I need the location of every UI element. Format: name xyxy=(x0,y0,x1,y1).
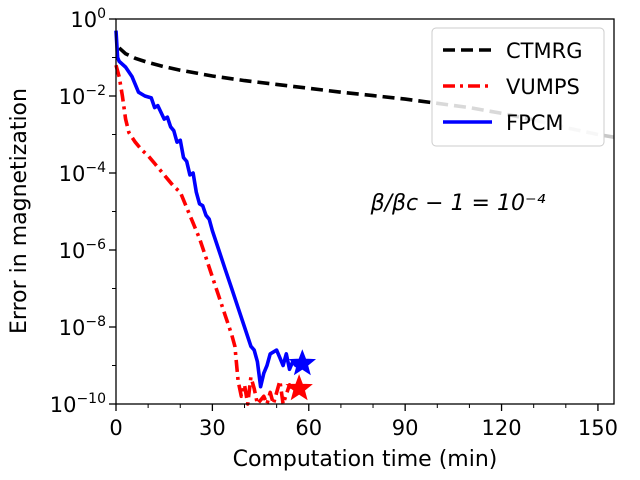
marker-layer xyxy=(285,349,317,401)
y-tick-label: 10−8 xyxy=(59,314,106,340)
x-tick-label: 0 xyxy=(109,416,122,440)
series-line-ctmrg-faded xyxy=(533,118,615,139)
y-axis-label: Error in magnetization xyxy=(7,88,32,334)
x-tick-label: 150 xyxy=(578,416,618,440)
y-tick-label: 10−4 xyxy=(59,160,106,186)
series-line-fpcm xyxy=(114,30,301,389)
x-tick-label: 120 xyxy=(482,416,522,440)
y-axis-ticks: 100 10−2 10−4 10−6 10−8 10−10 xyxy=(50,6,116,417)
x-axis-ticks: 0 30 60 90 120 150 xyxy=(109,404,618,440)
legend-entries: CTMRG VUMPS FPCM xyxy=(443,39,582,135)
legend-label-ctmrg: CTMRG xyxy=(506,39,582,63)
legend: CTMRG VUMPS FPCM xyxy=(431,27,605,147)
y-tick-label: 10−10 xyxy=(50,391,106,417)
legend-box xyxy=(431,27,605,147)
x-tick-label: 60 xyxy=(295,416,322,440)
x-tick-label: 90 xyxy=(392,416,419,440)
star-marker-vumps xyxy=(285,374,313,401)
x-axis-label: Computation time (min) xyxy=(233,447,498,472)
series-line-vumps xyxy=(114,64,298,406)
legend-label-vumps: VUMPS xyxy=(506,75,580,99)
legend-label-fpcm: FPCM xyxy=(506,111,564,135)
star-marker-fpcm xyxy=(288,349,317,376)
beta-annotation: β/βc − 1 = 10⁻⁴ xyxy=(370,191,546,216)
y-tick-label: 100 xyxy=(70,6,106,32)
x-tick-label: 30 xyxy=(199,416,226,440)
y-tick-label: 10−2 xyxy=(59,83,106,109)
y-tick-label: 10−6 xyxy=(59,237,106,263)
